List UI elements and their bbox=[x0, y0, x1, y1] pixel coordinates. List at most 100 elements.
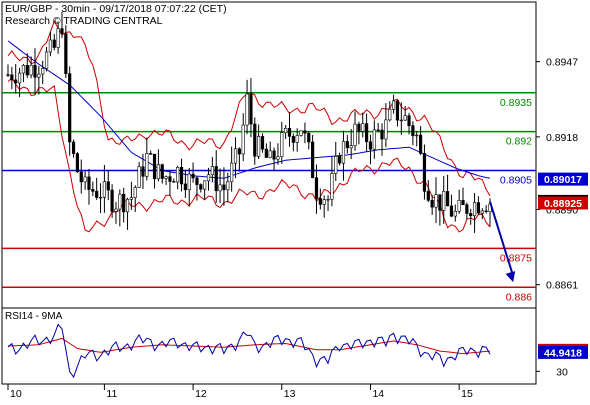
candle-body bbox=[353, 123, 357, 146]
candle-body bbox=[91, 189, 95, 192]
candle bbox=[453, 204, 457, 222]
candle-body bbox=[257, 136, 261, 157]
candle-body bbox=[411, 125, 415, 137]
candle bbox=[457, 189, 461, 214]
candle-body bbox=[457, 200, 461, 212]
candle-body bbox=[326, 198, 330, 201]
candle-body bbox=[64, 33, 68, 75]
candle bbox=[118, 189, 122, 227]
candle-body bbox=[430, 199, 434, 208]
candle bbox=[60, 11, 64, 38]
candle-body bbox=[114, 208, 118, 212]
candle bbox=[95, 177, 99, 200]
candle bbox=[149, 150, 153, 155]
candle-body bbox=[102, 181, 106, 198]
candle bbox=[48, 31, 53, 57]
candle bbox=[114, 201, 118, 224]
candle-body bbox=[122, 193, 126, 213]
candle bbox=[434, 177, 438, 224]
candle bbox=[25, 53, 29, 78]
candle-body bbox=[445, 191, 450, 207]
candle bbox=[449, 194, 454, 218]
candle bbox=[145, 137, 149, 181]
price-box-bg bbox=[538, 196, 588, 210]
candle bbox=[430, 194, 434, 216]
candle-body bbox=[176, 167, 180, 183]
candle bbox=[280, 121, 284, 164]
candle-body bbox=[334, 156, 338, 174]
candle-body bbox=[245, 93, 249, 126]
level-labels-layer: 0.8935 0.892 0.8905 0.8875 0.886 bbox=[500, 97, 532, 303]
candle-body bbox=[280, 132, 284, 158]
candle-body bbox=[322, 199, 326, 205]
candle bbox=[445, 174, 450, 207]
candle-body bbox=[199, 184, 203, 190]
rsi-y-tick-label: 30 bbox=[556, 366, 568, 378]
candle bbox=[21, 63, 26, 83]
candle-body bbox=[349, 145, 353, 149]
candle bbox=[472, 192, 477, 233]
candle-body bbox=[191, 173, 195, 179]
candle bbox=[187, 167, 191, 207]
candle-body bbox=[133, 187, 137, 198]
level-label-3: 0.8875 bbox=[500, 252, 532, 264]
candle-body bbox=[264, 148, 268, 158]
candle-body bbox=[418, 134, 423, 154]
candle-body bbox=[276, 156, 280, 160]
moving-average-line bbox=[7, 40, 491, 179]
candle bbox=[465, 202, 469, 220]
candle bbox=[191, 162, 195, 183]
candle-body bbox=[233, 148, 238, 164]
candle-body bbox=[284, 127, 288, 134]
candle bbox=[141, 153, 145, 189]
candle bbox=[384, 103, 388, 148]
candle-body bbox=[384, 119, 388, 140]
candle-body bbox=[183, 183, 187, 191]
candle-body bbox=[268, 150, 272, 158]
candle bbox=[253, 117, 257, 165]
candle bbox=[411, 121, 415, 146]
candle-body bbox=[449, 205, 454, 217]
candle-body bbox=[376, 129, 380, 131]
candle-body bbox=[260, 136, 265, 150]
candle-body bbox=[17, 72, 22, 84]
candle-body bbox=[480, 210, 484, 214]
candle-body bbox=[141, 166, 145, 177]
candle bbox=[438, 194, 442, 226]
candle bbox=[376, 122, 380, 132]
candle bbox=[257, 124, 261, 160]
candle-body bbox=[129, 197, 133, 200]
candle-body bbox=[253, 123, 257, 157]
candle-body bbox=[465, 204, 469, 214]
price-box-label: 0.88925 bbox=[544, 198, 582, 210]
candle bbox=[349, 128, 353, 160]
candle-body bbox=[214, 166, 218, 192]
candle bbox=[79, 159, 83, 194]
candle-body bbox=[125, 199, 130, 213]
rsi-layer: 30 bbox=[7, 323, 568, 378]
candle bbox=[353, 111, 357, 151]
candle bbox=[75, 151, 80, 173]
candle-body bbox=[187, 173, 191, 191]
candle-body bbox=[237, 148, 241, 155]
candle bbox=[391, 94, 396, 114]
price-box-0: 0.89017 bbox=[538, 172, 588, 186]
candle-body bbox=[33, 64, 37, 78]
candle-body bbox=[230, 162, 234, 183]
candle-body bbox=[37, 73, 41, 78]
candle bbox=[338, 152, 342, 166]
level-label-2: 0.8905 bbox=[500, 175, 532, 187]
candle-body bbox=[98, 196, 103, 199]
candle-body bbox=[403, 115, 407, 121]
candle-body bbox=[14, 79, 18, 84]
arrow-layer bbox=[489, 201, 516, 283]
candle bbox=[311, 134, 315, 179]
candle bbox=[241, 113, 245, 162]
x-tick-label: 13 bbox=[284, 388, 296, 400]
candle bbox=[403, 105, 407, 122]
candle-body bbox=[44, 51, 49, 69]
candle-body bbox=[318, 198, 322, 205]
candle-body bbox=[368, 141, 373, 150]
candle-body bbox=[272, 150, 276, 160]
